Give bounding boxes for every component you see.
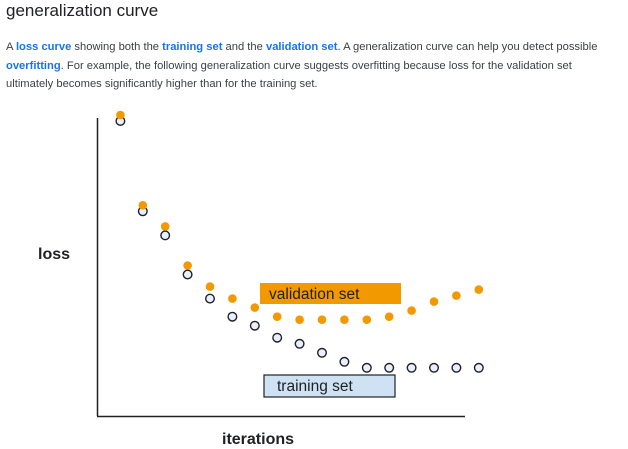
validation-point	[384, 312, 394, 322]
validation-series	[116, 110, 484, 325]
desc-text-2: showing both the	[71, 41, 163, 53]
page-title: generalization curve	[6, 1, 159, 20]
validation-point	[295, 315, 304, 325]
validation-point	[340, 315, 349, 325]
training-point	[339, 356, 350, 367]
validation-point	[407, 306, 416, 315]
description-paragraph: A loss curve showing both the training s…	[6, 38, 622, 94]
training-series	[115, 115, 484, 373]
training-point	[294, 338, 305, 349]
training-legend-label: training set	[277, 378, 354, 395]
validation-set-link[interactable]: validation set	[265, 41, 338, 53]
validation-point	[250, 303, 260, 312]
validation-point	[183, 261, 192, 270]
training-point	[406, 362, 417, 373]
training-point	[429, 362, 440, 373]
training-legend-box	[263, 374, 396, 398]
validation-point	[317, 315, 327, 325]
training-point	[384, 362, 395, 373]
desc-text-1: A	[6, 41, 16, 53]
validation-legend-box	[260, 283, 401, 304]
validation-legend: validation set	[260, 283, 401, 304]
validation-point	[474, 285, 484, 294]
desc-text-4: . A generalization curve can help you de…	[337, 41, 598, 53]
training-point	[451, 362, 462, 373]
training-point	[272, 332, 283, 343]
training-point	[204, 293, 215, 304]
y-axis-label: loss	[38, 246, 70, 263]
training-point	[227, 311, 238, 322]
training-point	[317, 347, 328, 358]
validation-point	[205, 282, 215, 291]
validation-point	[138, 201, 148, 210]
desc-text-5: . For example, the following generalizat…	[6, 59, 572, 91]
x-axis-label: iterations	[222, 431, 294, 448]
training-point	[473, 362, 484, 373]
loss-curve-link[interactable]: loss curve	[15, 41, 72, 53]
validation-point	[228, 294, 237, 303]
training-set-link[interactable]: training set	[162, 41, 223, 53]
validation-point	[160, 222, 170, 231]
training-point	[160, 230, 171, 241]
validation-point	[452, 291, 461, 300]
training-legend: training set	[263, 374, 396, 398]
training-point	[182, 269, 193, 280]
training-point	[249, 320, 260, 331]
validation-legend-label: validation set	[269, 286, 360, 303]
validation-point	[362, 315, 372, 325]
validation-point	[429, 297, 439, 306]
overfitting-link[interactable]: overfitting	[6, 59, 61, 72]
training-point	[361, 362, 372, 373]
validation-point	[116, 110, 125, 120]
desc-text-3: and the	[222, 41, 266, 53]
validation-point	[272, 312, 282, 322]
